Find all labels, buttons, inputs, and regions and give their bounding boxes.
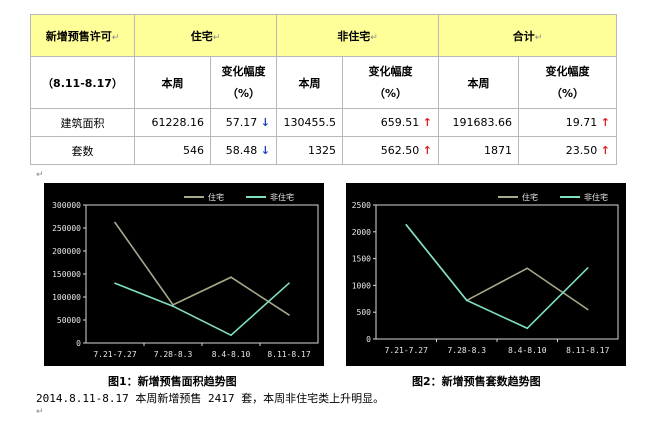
data-point — [114, 221, 116, 224]
arrow-up-icon: ↑ — [600, 116, 610, 129]
arrow-up-icon: ↑ — [422, 144, 432, 157]
y-tick-label: 50000 — [57, 316, 81, 325]
non-week-value: 130455.5 — [276, 108, 343, 137]
y-tick-label: 2000 — [352, 228, 371, 237]
y-tick-label: 0 — [366, 335, 371, 344]
x-tick-label: 7.28-8.3 — [154, 350, 193, 359]
area-trend-chart: 0 50000 100000 150000 200000 250000 300000 7.21… — [44, 183, 324, 366]
arrow-up-icon: ↑ — [422, 116, 432, 129]
y-tick-label: 200000 — [52, 247, 81, 256]
x-tick-label: 8.4-8.10 — [212, 350, 251, 359]
row-label: 建筑面积 — [30, 108, 135, 137]
res-week-header: 本周 — [134, 56, 211, 109]
total-change-value: 23.50 ↑ — [518, 136, 617, 165]
data-point — [288, 282, 290, 284]
y-tick-label: 150000 — [52, 270, 81, 279]
y-tick-label: 250000 — [52, 224, 81, 233]
x-tick-label: 7.21-7.27 — [385, 346, 429, 355]
paragraph-mark: ↵ — [36, 170, 44, 180]
data-point — [230, 276, 232, 279]
row-label: 套数 — [30, 136, 135, 165]
header-residential: 住宅↵ — [134, 14, 277, 57]
legend-entry: 住宅 — [208, 192, 224, 202]
res-change-value: 58.48 ↓ — [210, 136, 277, 165]
legend-entry: 非住宅 — [584, 192, 608, 202]
figure-2-caption: 图2：新增预售套数趋势图 — [412, 375, 541, 388]
count-chart-svg: 0 500 1000 1500 2000 2500 7.21-7.27 7.28-8.3 8.4… — [352, 192, 619, 355]
y-tick-label: 100000 — [52, 293, 81, 302]
total-week-value: 1871 — [438, 136, 519, 165]
period-label: （8.11-8.17） — [30, 56, 135, 109]
res-change-header: 变化幅度 （%） — [210, 56, 277, 109]
y-tick-label: 500 — [357, 308, 372, 317]
area-chart-svg: 0 50000 100000 150000 200000 250000 300000 7.21… — [52, 192, 319, 359]
summary-text: 2014.8.11-8.17 本周新增预售 2417 套，本周非住宅类上升明显。 — [36, 392, 385, 405]
data-point — [526, 327, 529, 330]
total-week-value: 191683.66 — [438, 108, 519, 137]
y-tick-label: 1000 — [352, 281, 371, 290]
data-point — [465, 299, 468, 302]
series-line-residential — [114, 222, 290, 316]
header-nonresidential: 非住宅↵ — [276, 14, 439, 57]
plot-area — [375, 204, 619, 340]
x-tick-label: 8.11-8.17 — [267, 350, 311, 359]
y-tick-label: 300000 — [52, 201, 81, 210]
data-point — [526, 267, 529, 270]
y-tick-label: 2500 — [352, 201, 371, 210]
arrow-up-icon: ↑ — [600, 144, 610, 157]
total-change-header: 变化幅度 （%） — [518, 56, 617, 109]
series-line-nonresidential — [405, 224, 589, 330]
data-point — [586, 308, 589, 311]
legend-entry: 非住宅 — [270, 192, 294, 202]
x-tick-label: 8.4-8.10 — [508, 346, 547, 355]
res-week-value: 61228.16 — [134, 108, 211, 137]
header-license: 新增预售许可↵ — [30, 14, 135, 57]
stats-table: 新增预售许可↵ 住宅↵ 非住宅↵ 合计↵ （8.11-8.17） 本周 变化幅度… — [30, 14, 617, 165]
data-point — [288, 314, 290, 316]
figure-1-caption: 图1：新增预售面积趋势图 — [108, 375, 237, 388]
total-week-header: 本周 — [438, 56, 519, 109]
arrow-down-icon: ↓ — [260, 116, 270, 129]
cell-mark: ↵ — [111, 32, 120, 43]
arrow-down-icon: ↓ — [260, 144, 270, 157]
header-total: 合计↵ — [438, 14, 617, 57]
non-week-value: 1325 — [276, 136, 343, 165]
data-point — [230, 334, 232, 336]
paragraph-mark: ↵ — [36, 407, 44, 417]
count-trend-chart: 0 500 1000 1500 2000 2500 7.21-7.27 7.28-8.3 8.4… — [346, 183, 626, 366]
x-tick-label: 7.21-7.27 — [93, 350, 137, 359]
x-tick-label: 8.11-8.17 — [566, 346, 610, 355]
data-point — [114, 282, 116, 284]
non-change-header: 变化幅度 （%） — [342, 56, 439, 109]
table-row: 建筑面积 61228.16 57.17 ↓ 130455.5 659.51 ↑ … — [30, 108, 617, 137]
non-change-value: 562.50 ↑ — [342, 136, 439, 165]
non-week-header: 本周 — [276, 56, 343, 109]
data-point — [405, 224, 408, 226]
res-week-value: 546 — [134, 136, 211, 165]
legend-entry: 住宅 — [522, 192, 538, 202]
data-point — [172, 305, 174, 307]
y-tick-label: 1500 — [352, 255, 371, 264]
x-tick-label: 7.28-8.3 — [447, 346, 486, 355]
y-tick-label: 0 — [76, 339, 81, 348]
plot-area — [85, 204, 319, 344]
series-line-nonresidential — [114, 282, 290, 337]
total-change-value: 19.71 ↑ — [518, 108, 617, 137]
series-line-residential — [405, 224, 589, 311]
data-point — [586, 267, 589, 269]
non-change-value: 659.51 ↑ — [342, 108, 439, 137]
table-row: 套数 546 58.48 ↓ 1325 562.50 ↑ 1871 23.50 … — [30, 136, 617, 165]
res-change-value: 57.17 ↓ — [210, 108, 277, 137]
